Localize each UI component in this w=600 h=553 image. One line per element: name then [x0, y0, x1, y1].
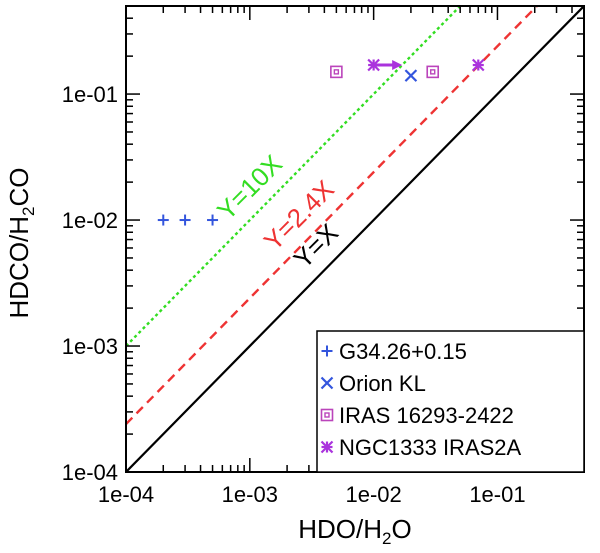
point-s2-1-d2 — [404, 69, 418, 82]
x-tick-label-1: 1e-04 — [98, 482, 154, 507]
point-s1-2 — [179, 214, 191, 226]
legend-box — [316, 330, 585, 473]
y-tick-label-4: 1e-01 — [62, 82, 118, 107]
y-tick-label-1: 1e-04 — [62, 460, 118, 485]
x-tick-label-3: 1e-02 — [345, 482, 401, 507]
legend-marker-3 — [320, 408, 334, 422]
legend-marker-4 — [320, 440, 334, 454]
legend-marker-1 — [321, 345, 333, 357]
reference-line-3 — [126, 6, 462, 347]
legend-marker-3-inner — [324, 412, 330, 418]
point-s1-3 — [207, 214, 219, 226]
y-tick-label-2: 1e-03 — [62, 334, 118, 359]
legend-label-4: NGC1333 IRAS2A — [339, 435, 522, 460]
reference-line-1 — [126, 6, 584, 472]
point-s2-1 — [404, 69, 418, 82]
y-tick-label-3: 1e-02 — [62, 208, 118, 233]
reference-line-2 — [126, 6, 539, 425]
legend-label-2: Orion KL — [339, 371, 426, 396]
axes-layer: 1e-04 1e-03 1e-02 1e-01 1e-04 1e-03 1e-02 1e-01… — [4, 5, 585, 548]
x-tick-label-2: 1e-03 — [222, 482, 278, 507]
legend-label-1: G34.26+0.15 — [339, 339, 467, 364]
x-axis-title-tail: O — [392, 514, 412, 544]
point-s3-2-outer — [426, 65, 440, 79]
point-s3-1 — [330, 65, 343, 79]
x-axis-title-sub: 2 — [382, 529, 391, 548]
y-axis-title-main: HDCO/H — [4, 216, 34, 319]
legend-marker-2 — [320, 376, 334, 390]
point-s3-1-inner — [333, 69, 340, 75]
reference-line-label-3: Y=10X — [211, 149, 288, 226]
point-s3-1-outer — [330, 65, 343, 79]
legend: G34.26+0.15 Orion KL IRAS 16293-2422 NGC133… — [316, 330, 585, 473]
point-s1-1 — [157, 214, 169, 226]
x-axis-title: HDO/H2O — [298, 514, 411, 548]
legend-marker-3-outer — [320, 408, 334, 422]
x-tick-label-4: 1e-01 — [469, 482, 525, 507]
y-axis-title: HDCO/H2CO — [4, 167, 38, 318]
legend-label-3: IRAS 16293-2422 — [339, 403, 514, 428]
point-s4-2 — [471, 58, 485, 72]
point-s3-2-inner — [430, 69, 436, 75]
limit-arrow-head — [392, 60, 403, 71]
point-s3-2 — [426, 65, 440, 79]
y-axis-title-sub: 2 — [19, 206, 38, 215]
y-axis-title-tail: CO — [4, 167, 34, 206]
legend-marker-2-d2 — [320, 376, 334, 390]
x-axis-title-main: HDO/H — [298, 514, 382, 544]
